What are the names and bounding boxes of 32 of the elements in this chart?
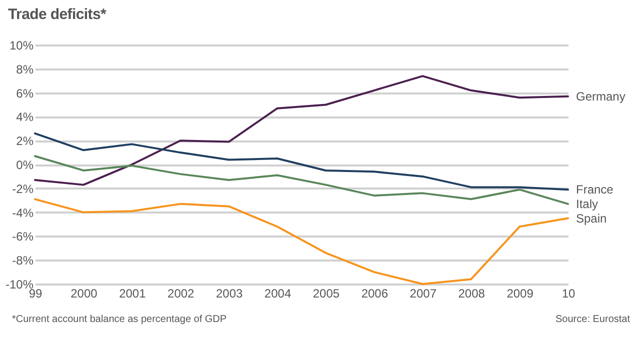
y-tick-label: -2% <box>12 182 34 196</box>
text: *Current account balance as percentage of GDP <box>12 314 227 325</box>
series-label: Germany <box>576 89 626 104</box>
x-tick-label: 2000 <box>70 286 98 300</box>
line-series <box>34 132 569 191</box>
y-tick-label: -4% <box>12 206 34 220</box>
x-tick-label: 2005 <box>312 286 340 300</box>
source-note: Source: Eurostat <box>556 314 630 325</box>
y-tick-label: -8% <box>12 254 34 268</box>
x-tick-label: 2002 <box>168 286 195 300</box>
line-series <box>34 75 569 186</box>
y-tick-label: 4% <box>16 110 34 124</box>
x-tick-label: 2003 <box>216 286 243 300</box>
y-tick-label: 0% <box>16 158 34 172</box>
series-label: Spain <box>576 211 607 226</box>
y-tick-label: 8% <box>16 62 34 76</box>
x-tick-label: 2007 <box>410 286 437 300</box>
y-tick-label: -6% <box>12 230 34 244</box>
x-tick-label: 2008 <box>458 286 486 300</box>
y-tick-label: 2% <box>16 134 34 148</box>
x-tick-label: 2001 <box>119 286 146 300</box>
chart-title: Trade deficits* <box>8 6 106 23</box>
series-label: Italy <box>576 196 598 211</box>
x-tick-label: 2004 <box>264 286 292 300</box>
x-tick-label: 2006 <box>361 286 388 300</box>
x-tick-label: 10 <box>562 286 576 300</box>
series-label: France <box>576 182 614 197</box>
y-tick-label: 10% <box>9 38 34 52</box>
line-series <box>34 198 569 285</box>
x-tick-label: 2009 <box>506 286 534 300</box>
y-tick-label: 6% <box>16 86 34 100</box>
line-series <box>34 155 569 205</box>
